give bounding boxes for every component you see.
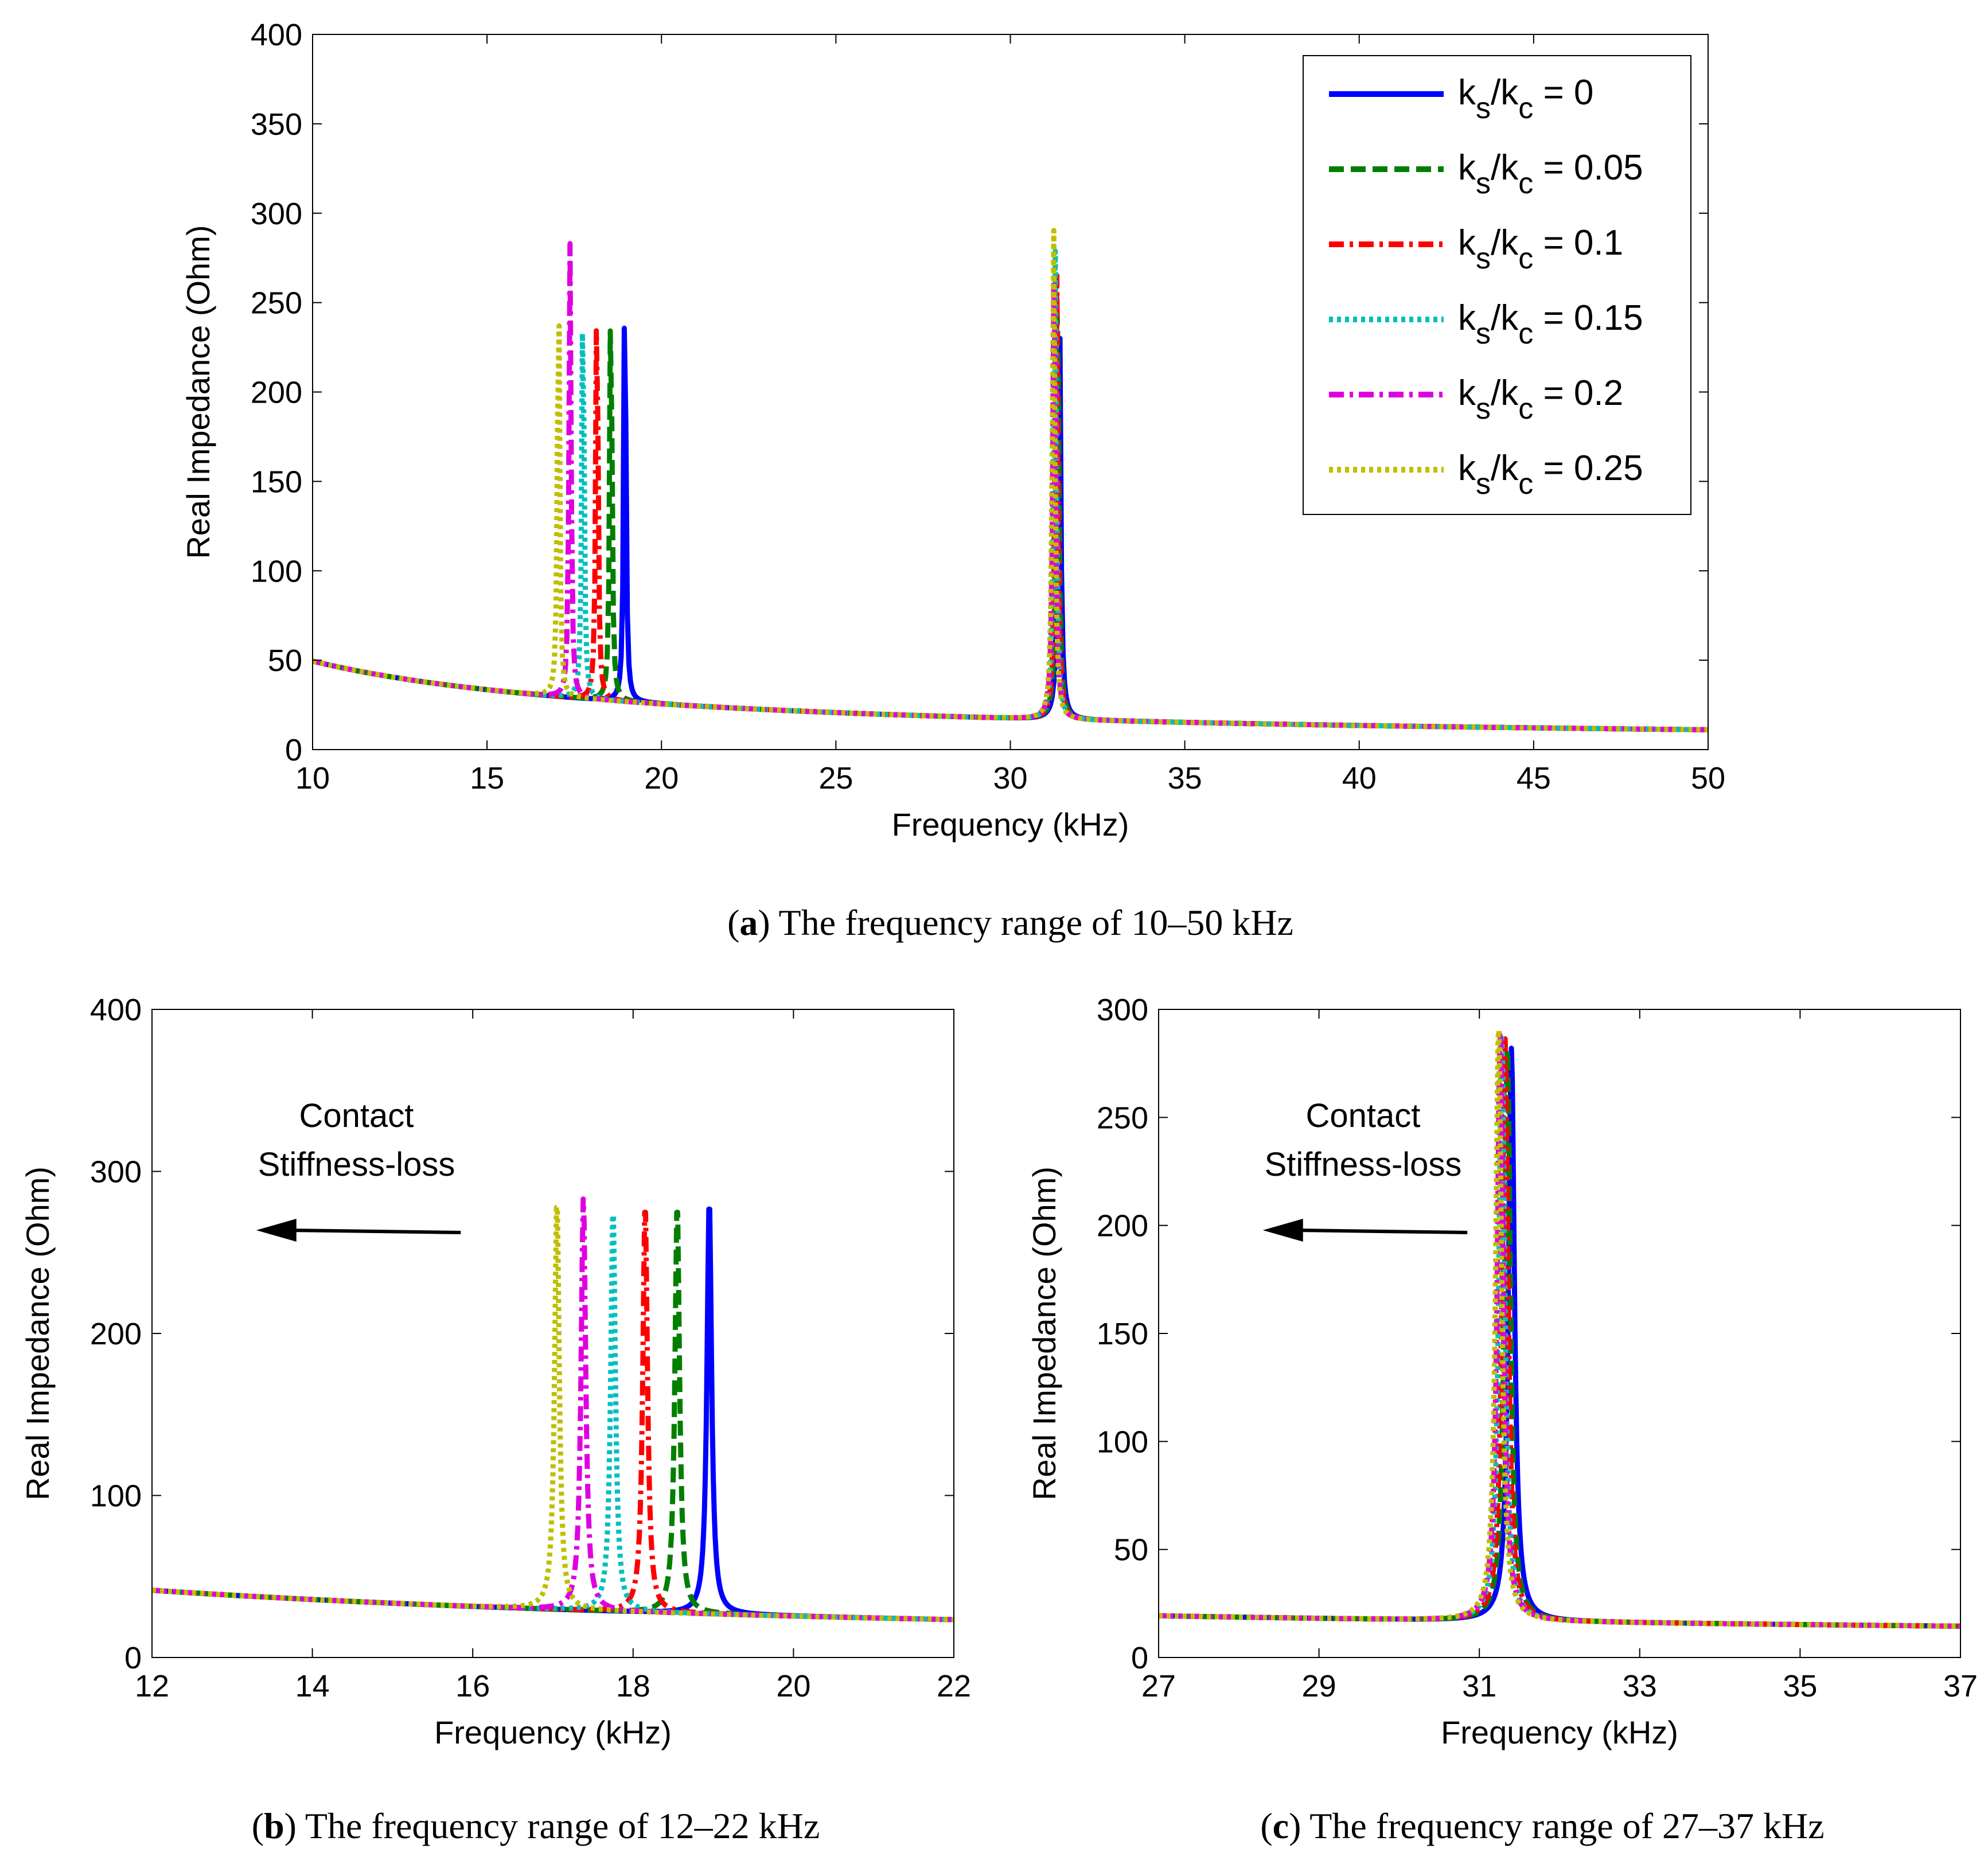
x-tick-label: 12	[135, 1669, 169, 1703]
y-tick-label: 300	[251, 197, 302, 231]
y-axis-label: Real Impedance (Ohm)	[180, 225, 216, 559]
annotation-arrow-shaft	[1294, 1228, 1468, 1234]
annotation-arrow-shaft	[287, 1228, 461, 1234]
series-line-0	[152, 1206, 954, 1623]
x-tick-label: 16	[455, 1669, 490, 1703]
x-tick-label: 50	[1691, 761, 1725, 795]
y-tick-label: 400	[251, 18, 302, 52]
x-tick-label: 35	[1168, 761, 1202, 795]
annotation-text: Contact	[1306, 1097, 1421, 1134]
series-line-0.05	[1159, 1048, 1960, 1629]
series-line-0.25	[313, 228, 1708, 732]
y-tick-label: 150	[1097, 1317, 1148, 1351]
legend-label-0.05: ks/kc = 0.05	[1458, 148, 1643, 200]
chart-panel-b: 12 14 16 18 20 22 0 100 200 300 400 Frequency (kHz)…	[20, 993, 971, 1846]
x-axis-label: Frequency (kHz)	[434, 1714, 672, 1750]
legend-label-0.1: ks/kc = 0.1	[1458, 223, 1623, 275]
series-line-0.15	[1159, 1032, 1960, 1629]
x-axis-label: Frequency (kHz)	[892, 806, 1129, 843]
y-tick-label: 350	[251, 107, 302, 142]
x-tick-label: 15	[470, 761, 504, 795]
y-tick-label: 50	[1114, 1533, 1148, 1567]
series-line-0.2	[1159, 1032, 1960, 1629]
y-tick-label: 400	[90, 993, 142, 1027]
x-tick-label: 25	[818, 761, 853, 795]
series-group	[313, 228, 1708, 732]
chart-panel-a: 10 15 20 25 30 35 40 45 50 0 50 100 150 200 250 300 350 4…	[180, 18, 1725, 943]
y-axis-label: Real Impedance (Ohm)	[1026, 1167, 1062, 1500]
y-axis-label: Real Impedance (Ohm)	[20, 1167, 56, 1500]
x-tick-label: 35	[1783, 1669, 1817, 1703]
x-tick-label: 29	[1302, 1669, 1336, 1703]
x-tick-label: 20	[644, 761, 679, 795]
series-line-0.1	[152, 1210, 954, 1623]
legend-label-0.15: ks/kc = 0.15	[1458, 298, 1643, 350]
caption: (c) The frequency range of 27–37 kHz	[1260, 1805, 1824, 1846]
y-tick-label: 100	[90, 1479, 142, 1514]
y-tick-label: 300	[90, 1155, 142, 1189]
y-tick-label: 0	[124, 1641, 142, 1675]
x-tick-label: 22	[937, 1669, 971, 1703]
x-tick-label: 37	[1943, 1669, 1978, 1703]
y-tick-label: 200	[90, 1317, 142, 1351]
x-tick-label: 33	[1623, 1669, 1657, 1703]
y-tick-label: 50	[268, 643, 302, 678]
annotation-text: Stiffness-loss	[1265, 1146, 1462, 1183]
annotation-text: Stiffness-loss	[258, 1146, 455, 1183]
plot-frame	[151, 1009, 954, 1658]
y-tick-label: 150	[251, 465, 302, 499]
x-tick-label: 27	[1141, 1669, 1176, 1703]
x-tick-label: 30	[993, 761, 1027, 795]
x-tick-label: 10	[295, 761, 330, 795]
y-tick-label: 0	[285, 733, 302, 767]
x-tick-label: 40	[1342, 761, 1377, 795]
series-line-0	[1159, 1046, 1960, 1629]
series-line-0.1	[1159, 1036, 1960, 1629]
y-tick-label: 100	[1097, 1425, 1148, 1459]
y-tick-label: 0	[1131, 1641, 1148, 1675]
y-tick-label: 250	[251, 286, 302, 321]
caption: (a) The frequency range of 10–50 kHz	[727, 902, 1293, 943]
x-tick-label: 20	[776, 1669, 810, 1703]
caption: (b) The frequency range of 12–22 kHz	[252, 1805, 820, 1846]
chart-panel-c: 27 29 31 33 35 37 0 50 100 150 200 250 300 Frequency …	[1026, 993, 1978, 1846]
y-tick-label: 200	[1097, 1209, 1148, 1243]
legend-label-0: ks/kc = 0	[1458, 73, 1593, 125]
series-line-0.25	[152, 1204, 954, 1623]
annotation-arrow-head	[1262, 1219, 1303, 1242]
x-tick-label: 14	[295, 1669, 330, 1703]
annotation-arrow-head	[256, 1219, 297, 1242]
series-group	[1159, 1027, 1960, 1629]
legend-label-0.2: ks/kc = 0.2	[1458, 373, 1623, 426]
series-line-0.25	[1159, 1027, 1960, 1629]
legend-label-0.25: ks/kc = 0.25	[1458, 448, 1643, 501]
y-tick-label: 300	[1097, 993, 1148, 1027]
y-tick-label: 100	[251, 554, 302, 588]
x-axis-label: Frequency (kHz)	[1441, 1714, 1678, 1750]
series-line-0.05	[152, 1210, 954, 1623]
x-tick-label: 18	[616, 1669, 650, 1703]
plot-frame	[1158, 1009, 1961, 1658]
series-group	[152, 1196, 954, 1623]
x-tick-label: 31	[1462, 1669, 1496, 1703]
legend-box	[1303, 55, 1691, 515]
y-tick-label: 200	[251, 376, 302, 410]
annotation-text: Contact	[299, 1097, 414, 1134]
x-tick-label: 45	[1517, 761, 1551, 795]
y-tick-label: 250	[1097, 1101, 1148, 1135]
series-line-0.2	[152, 1196, 954, 1623]
